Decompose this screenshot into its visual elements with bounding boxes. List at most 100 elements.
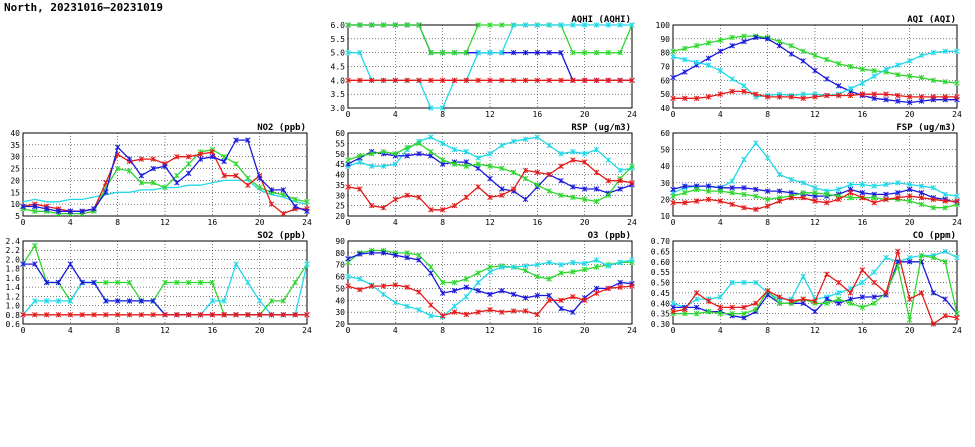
data-point <box>510 186 517 192</box>
data-point <box>233 137 239 143</box>
data-point <box>670 48 676 55</box>
x-tick-label: 4 <box>393 110 398 119</box>
data-point <box>546 292 552 299</box>
data-point <box>451 77 458 84</box>
data-point <box>439 105 446 111</box>
data-point <box>392 282 399 288</box>
data-point <box>859 267 866 273</box>
data-point <box>693 42 700 49</box>
chart-title: NO2 (ppb) <box>257 123 306 133</box>
data-point <box>345 161 351 167</box>
data-point <box>682 183 688 189</box>
data-point <box>593 22 600 28</box>
data-point <box>942 198 948 204</box>
data-point <box>439 279 446 286</box>
x-tick-label: 4 <box>393 326 398 335</box>
data-point <box>581 260 588 267</box>
data-point <box>197 151 204 158</box>
x-tick-label: 4 <box>68 326 73 335</box>
data-point <box>380 204 387 211</box>
data-point <box>871 67 877 74</box>
data-point <box>558 270 564 276</box>
data-point <box>764 94 771 100</box>
y-tick-label: 10 <box>660 212 670 221</box>
data-point <box>162 312 168 318</box>
data-point <box>859 194 866 201</box>
y-tick-label: 0.30 <box>651 320 670 329</box>
chart-title: AQI (AQI) <box>907 15 956 25</box>
data-point <box>593 169 600 176</box>
data-point <box>499 142 505 149</box>
data-point <box>55 298 62 304</box>
data-point <box>487 291 493 298</box>
data-point <box>463 163 470 169</box>
data-point <box>954 48 960 55</box>
x-tick-label: 24 <box>627 218 637 227</box>
y-tick-label: 55 <box>335 139 345 148</box>
data-point <box>174 279 180 286</box>
data-point <box>404 153 410 159</box>
data-point <box>558 150 564 157</box>
x-tick-label: 8 <box>115 218 120 227</box>
data-point <box>883 91 889 97</box>
data-point <box>682 69 688 75</box>
data-point <box>670 304 676 311</box>
data-point <box>930 321 937 327</box>
data-point <box>906 317 913 323</box>
data-point <box>800 190 806 196</box>
data-point <box>906 193 913 199</box>
data-point <box>510 49 517 56</box>
data-point <box>776 171 783 178</box>
data-point <box>463 276 470 282</box>
data-point <box>895 190 901 196</box>
data-point <box>788 194 795 201</box>
data-point <box>693 95 700 102</box>
x-tick-label: 16 <box>208 218 218 227</box>
data-point <box>741 156 747 163</box>
data-point <box>729 178 735 184</box>
data-point <box>32 208 38 215</box>
data-point <box>788 94 795 100</box>
y-tick-label: 60 <box>335 129 345 138</box>
y-tick-label: 3.5 <box>331 90 346 99</box>
data-point <box>534 311 541 318</box>
data-point <box>345 184 351 190</box>
data-point <box>570 77 576 84</box>
data-point <box>558 177 564 184</box>
data-point <box>741 185 747 191</box>
data-point <box>847 190 854 196</box>
data-point <box>546 77 552 84</box>
data-point <box>593 77 600 84</box>
x-tick-label: 8 <box>765 326 770 335</box>
y-tick-label: 100 <box>656 21 671 30</box>
data-point <box>942 248 948 255</box>
data-point <box>499 49 505 56</box>
y-tick-label: 30 <box>335 308 345 317</box>
y-tick-label: 50 <box>335 150 345 159</box>
data-point <box>475 161 481 167</box>
data-point <box>764 203 771 209</box>
y-tick-label: 0.35 <box>651 310 670 319</box>
data-point <box>126 312 133 318</box>
data-point <box>546 297 552 304</box>
data-point <box>522 49 529 56</box>
y-tick-label: 50 <box>335 284 345 293</box>
data-point <box>558 22 564 28</box>
chart-title: RSP (ug/m3) <box>571 123 631 133</box>
y-tick-label: 2.2 <box>6 246 21 255</box>
data-point <box>895 72 901 78</box>
data-point <box>558 49 564 56</box>
data-point <box>475 155 481 161</box>
data-point <box>717 37 724 43</box>
data-point <box>942 258 948 265</box>
data-point <box>871 279 877 286</box>
data-point <box>800 91 806 97</box>
data-point <box>487 150 493 157</box>
data-point <box>162 279 168 286</box>
data-point <box>416 252 422 258</box>
data-point <box>847 181 854 188</box>
data-point <box>534 273 541 280</box>
data-point <box>918 183 925 189</box>
x-tick-label: 12 <box>485 110 495 119</box>
data-point <box>764 188 771 194</box>
